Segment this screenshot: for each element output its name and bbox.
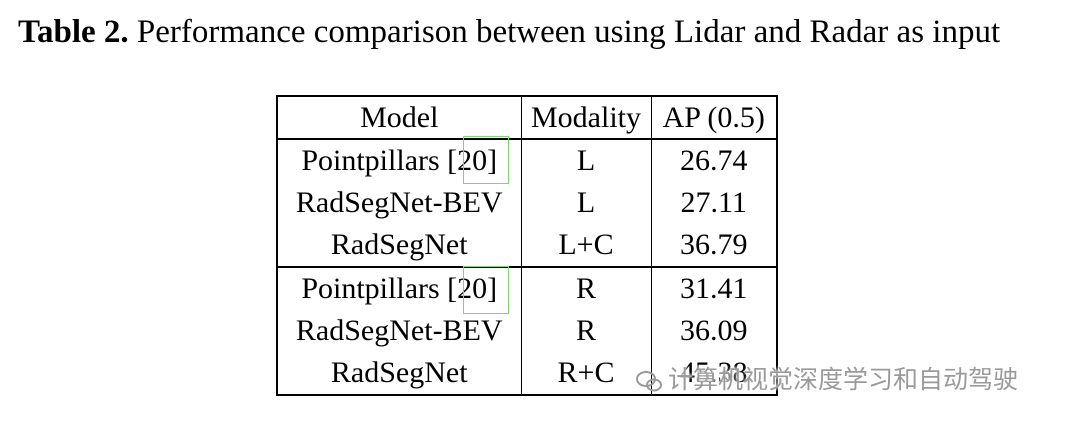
table-cell: 45.38: [650, 352, 778, 395]
table-cell: RadSegNet-BEV: [276, 182, 522, 224]
table-cell: 27.11: [650, 182, 778, 224]
caption: Table 2. Performance comparison between …: [18, 14, 1000, 51]
watermark-icon: [636, 371, 662, 392]
citation-box: [463, 266, 509, 314]
header-cell: Modality: [520, 96, 652, 140]
table-cell: 26.74: [650, 139, 778, 182]
table-row: RadSegNet-BEV R 36.09: [276, 310, 778, 352]
table-cell: R: [520, 266, 652, 310]
table-row: Pointpillars [20] R 31.41: [276, 266, 778, 310]
results-table: Model Modality AP (0.5) Pointpillars [20] L…: [276, 95, 778, 396]
citation-box: [463, 136, 509, 184]
table-row: Pointpillars [20] L 26.74: [276, 139, 778, 182]
table-cell: L+C: [520, 224, 652, 267]
table-cell: L: [520, 139, 652, 182]
caption-text: Performance comparison between using Lid…: [136, 14, 1001, 50]
header-row: Model Modality AP (0.5): [276, 96, 778, 140]
table-row: RadSegNet R+C 45.38: [276, 352, 778, 395]
table-cell: R: [520, 310, 652, 352]
table-row: RadSegNet L+C 36.79: [276, 224, 778, 267]
table-cell: RadSegNet: [276, 352, 522, 395]
header-cell: AP (0.5): [650, 96, 778, 140]
table-cell: RadSegNet-BEV: [276, 310, 522, 352]
table-cell: 31.41: [650, 266, 778, 310]
table-row: RadSegNet-BEV L 27.11: [276, 182, 778, 224]
header-cell: Model: [276, 96, 522, 140]
table-cell: RadSegNet: [276, 224, 522, 267]
watermark-text: 计算机视觉深度学习和自动驾驶: [668, 365, 1019, 394]
table-cell: L: [520, 182, 652, 224]
table-cell: 36.79: [650, 224, 778, 267]
table-cell: Pointpillars [20]: [276, 139, 522, 182]
table-cell: R+C: [520, 352, 652, 395]
table-cell: 36.09: [650, 310, 778, 352]
table-cell: Pointpillars [20]: [276, 266, 522, 310]
watermark: 计算机视觉深度学习和自动驾驶: [636, 360, 1018, 396]
caption-label: Table 2.: [18, 14, 129, 50]
